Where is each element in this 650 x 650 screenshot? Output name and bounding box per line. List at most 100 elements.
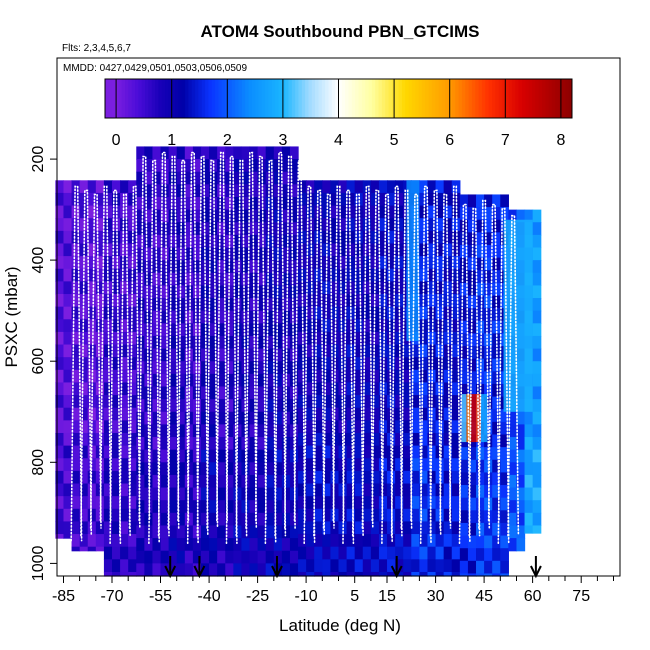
heatmap-cell xyxy=(233,335,243,350)
heatmap-cell xyxy=(217,437,226,451)
heatmap-cell xyxy=(200,474,210,489)
heatmap-cell xyxy=(532,234,542,249)
heatmap-cell xyxy=(103,521,113,535)
heatmap-cell xyxy=(427,407,437,421)
heatmap-cell xyxy=(330,306,340,320)
heatmap-cell xyxy=(63,344,73,358)
heatmap-cell xyxy=(136,550,145,564)
heatmap-cell xyxy=(330,331,340,346)
flight-profile-track xyxy=(322,193,335,529)
heatmap-cell xyxy=(370,546,380,560)
heatmap-cell xyxy=(411,445,420,459)
heatmap-cell xyxy=(403,496,412,510)
heatmap-cell xyxy=(71,445,81,459)
heatmap-cell xyxy=(257,449,267,463)
heatmap-cell xyxy=(249,462,259,476)
heatmap-cell xyxy=(411,458,420,472)
heatmap-cell xyxy=(55,420,65,434)
heatmap-cell xyxy=(87,268,97,282)
heatmap-cell xyxy=(370,445,380,459)
heatmap-cell xyxy=(265,222,275,236)
heatmap-cell xyxy=(160,500,170,514)
heatmap-cell xyxy=(225,335,234,350)
heatmap-cell xyxy=(120,571,129,577)
heatmap-cell xyxy=(233,550,243,564)
heatmap-cell xyxy=(492,282,501,297)
heatmap-cell xyxy=(225,146,234,160)
heatmap-cell xyxy=(120,470,129,485)
heatmap-cell xyxy=(403,571,412,577)
heatmap-cell xyxy=(79,458,89,472)
colorbar-segment xyxy=(215,79,219,118)
heatmap-cell xyxy=(144,550,154,564)
heatmap-cell xyxy=(298,205,307,219)
heatmap-cell xyxy=(306,344,315,358)
heatmap-cell xyxy=(435,331,445,346)
heatmap-cell xyxy=(492,447,501,461)
heatmap-cell xyxy=(160,209,170,223)
heatmap-cell xyxy=(411,395,420,409)
heatmap-cell xyxy=(273,550,283,564)
heatmap-cell xyxy=(459,383,469,398)
heatmap-cell xyxy=(298,420,307,434)
heatmap-cell xyxy=(152,563,162,577)
heatmap-cell xyxy=(233,260,243,274)
colorbar-segment xyxy=(158,79,163,118)
heatmap-cell xyxy=(160,449,170,463)
heatmap-cell xyxy=(306,496,315,510)
colorbar-segment xyxy=(221,79,226,118)
heatmap-cell xyxy=(443,357,453,371)
heatmap-cell xyxy=(249,411,259,425)
heatmap-cell xyxy=(249,222,259,236)
heatmap-cell xyxy=(200,563,210,577)
heatmap-cell xyxy=(176,525,186,539)
heatmap-cell xyxy=(95,344,105,358)
heatmap-cell xyxy=(476,295,485,309)
heatmap-cell xyxy=(168,462,178,476)
heatmap-cell xyxy=(209,247,218,261)
heatmap-cell xyxy=(63,445,73,459)
flight-profile-track xyxy=(351,193,364,537)
x-tick-label: 45 xyxy=(475,588,493,605)
heatmap-cell xyxy=(103,571,113,577)
heatmap-cell xyxy=(192,335,202,350)
colorbar-tick-label: 1 xyxy=(167,132,176,149)
heatmap-cell xyxy=(451,534,461,548)
heatmap-cell xyxy=(217,260,226,274)
colorbar-segment xyxy=(388,79,393,118)
heatmap-cell xyxy=(63,534,73,539)
heatmap-cell xyxy=(346,508,356,523)
heatmap-cell xyxy=(160,348,170,362)
heatmap-cell xyxy=(443,420,453,434)
heatmap-cell xyxy=(241,146,251,160)
heatmap-cell xyxy=(338,205,348,219)
heatmap-cell xyxy=(79,230,89,245)
heatmap-cell xyxy=(289,310,299,324)
heatmap-cell xyxy=(289,260,299,274)
heatmap-cell xyxy=(281,184,291,198)
flight-profile-track xyxy=(206,159,219,529)
heatmap-cell xyxy=(298,218,307,232)
heatmap-cell xyxy=(241,335,251,350)
heatmap-cell xyxy=(265,247,275,261)
heatmap-cell xyxy=(322,331,332,346)
heatmap-cell xyxy=(136,159,145,173)
heatmap-cell xyxy=(346,306,356,320)
heatmap-cell xyxy=(257,399,267,413)
heatmap-cell xyxy=(209,386,218,400)
heatmap-cell xyxy=(257,411,267,425)
heatmap-cell xyxy=(200,525,210,539)
heatmap-cell xyxy=(387,357,396,371)
colorbar-segment xyxy=(518,79,523,118)
y-tick-label: 400 xyxy=(30,247,47,274)
heatmap-cell xyxy=(233,474,243,489)
heatmap-cell xyxy=(378,180,388,194)
heatmap-cell xyxy=(467,333,477,347)
heatmap-cell xyxy=(79,546,89,552)
colorbar-segment xyxy=(568,79,573,118)
heatmap-cell xyxy=(289,184,299,198)
flight-profile-track xyxy=(342,189,355,544)
heatmap-cell xyxy=(362,331,372,346)
heatmap-cell xyxy=(492,573,501,577)
heatmap-cell xyxy=(362,445,372,459)
